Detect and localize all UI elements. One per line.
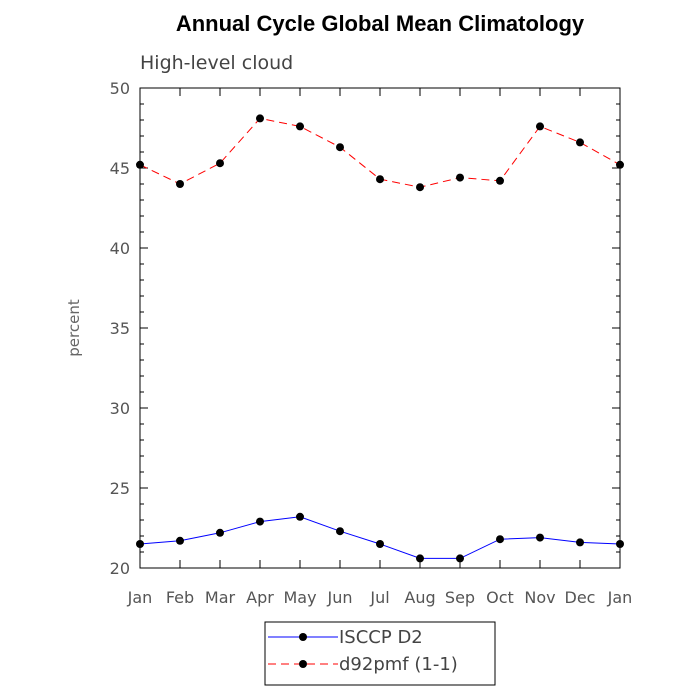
x-tick-label: Apr (246, 588, 274, 607)
y-tick-label: 45 (110, 159, 130, 178)
series-2-point (376, 175, 384, 184)
series-1-point (456, 554, 464, 563)
x-tick-label: May (283, 588, 316, 607)
series-2-point (296, 122, 304, 131)
series-1-point (216, 528, 224, 537)
series-2-point (176, 180, 184, 188)
series-1-point (336, 527, 344, 536)
x-tick-label: Sep (445, 588, 475, 607)
x-tick-label: Dec (565, 588, 596, 607)
axis-ticks: 20 25 30 35 40 45 50 Jan Feb Mar Apr May Jun Jul Aug Se… (110, 79, 633, 607)
x-tick-label: Jan (127, 588, 153, 607)
series-2-point (416, 183, 424, 192)
legend-marker-1 (299, 633, 307, 641)
x-tick-label: Jul (369, 588, 389, 607)
series-2-point (216, 159, 224, 168)
legend: ISCCP D2 d92pmf (1-1) (264, 621, 496, 686)
y-tick-label: 40 (110, 239, 130, 258)
y-tick-label: 30 (110, 399, 130, 418)
legend-box (264, 621, 496, 686)
plot-frame (139, 87, 621, 569)
series-1-point (536, 533, 544, 542)
x-tick-label: Mar (205, 588, 236, 607)
series-line-1 (139, 516, 621, 559)
series-1-point (136, 540, 144, 548)
y-tick-label: 20 (110, 559, 130, 578)
series-1-point (256, 517, 264, 526)
y-axis-label: percent (65, 299, 83, 357)
x-tick-label: Oct (486, 588, 514, 607)
legend-marker-2 (299, 660, 307, 668)
series-2-point (456, 173, 464, 182)
series-2-point (536, 122, 544, 131)
x-tick-label: Jan (607, 588, 633, 607)
y-tick-label: 25 (110, 479, 130, 498)
y-tick-label: 35 (110, 319, 130, 338)
series-2-point (616, 160, 624, 169)
series-1-point (376, 540, 384, 548)
x-tick-label: Aug (404, 588, 435, 607)
chart-subtitle: High-level cloud (140, 52, 293, 74)
series-1-point (296, 512, 304, 521)
series-2-point (576, 138, 584, 147)
legend-label-2: d92pmf (1-1) (339, 654, 458, 675)
x-tick-label: Feb (166, 588, 194, 607)
x-tick-label: Nov (524, 588, 555, 607)
y-tick-label: 50 (110, 79, 130, 98)
series-layer (136, 114, 624, 563)
series-1-point (416, 554, 424, 563)
series-1-point (176, 536, 184, 545)
series-2-point (256, 114, 264, 123)
series-2-point (496, 176, 504, 185)
series-1-point (496, 535, 504, 544)
series-1-point (576, 538, 584, 547)
series-2-point (136, 160, 144, 169)
legend-label-1: ISCCP D2 (339, 627, 423, 648)
series-1-point (616, 540, 624, 548)
x-tick-label: Jun (327, 588, 353, 607)
chart-title: Annual Cycle Global Mean Climatology (176, 11, 585, 36)
series-2-point (336, 143, 344, 152)
